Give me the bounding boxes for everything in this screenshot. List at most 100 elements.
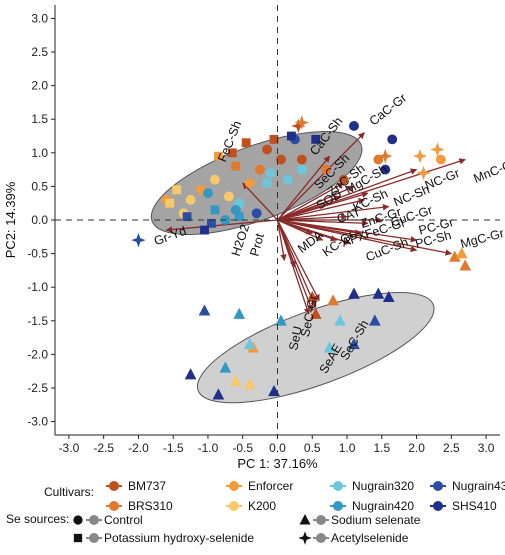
x-tick-label: 0.0 — [269, 441, 286, 455]
x-tick-label: 2.0 — [408, 441, 425, 455]
data-point — [209, 174, 220, 185]
y-axis-label: PC2: 14.39% — [3, 181, 18, 258]
loading-vector — [276, 219, 317, 308]
data-points — [131, 115, 472, 400]
loading-vector — [277, 219, 369, 227]
loading-vector — [276, 219, 314, 312]
data-point — [435, 154, 446, 165]
data-point — [276, 154, 286, 165]
data-point — [172, 185, 182, 195]
data-point — [380, 164, 391, 175]
loading-vectors — [165, 132, 466, 315]
data-point — [231, 161, 241, 171]
legend-cultivars-title: Cultivars: — [44, 485, 94, 499]
x-tick-label: -0.5 — [232, 441, 253, 455]
data-point — [244, 178, 255, 188]
data-point-shape — [412, 148, 428, 164]
x-tick-label: -3.0 — [59, 441, 80, 455]
data-point — [262, 144, 273, 155]
legend: Cultivars: Se sources: BM737 BRS310 Enforc… — [6, 479, 505, 545]
loading-vector — [276, 155, 331, 221]
data-point — [296, 164, 307, 175]
data-point — [334, 314, 346, 326]
legend-source-label: Acetylselenide — [331, 531, 409, 545]
legend-source-shape — [73, 515, 83, 525]
y-tick-label: 1.0 — [31, 146, 48, 160]
data-point — [234, 212, 244, 222]
data-point — [416, 165, 431, 181]
data-point — [459, 259, 472, 271]
data-point — [241, 138, 251, 148]
loading-vector — [277, 219, 418, 243]
x-tick-label: 1.0 — [339, 441, 356, 455]
x-tick-label: -2.0 — [128, 441, 149, 455]
data-point — [286, 131, 296, 141]
data-point — [265, 168, 276, 178]
legend-cultivar-swatch — [333, 481, 343, 491]
legend-cultivar-label: Nugrain420 — [352, 499, 414, 513]
data-point — [207, 218, 216, 228]
data-point — [309, 307, 322, 319]
legend-source-label: Potassium hydroxy-selenide — [104, 531, 254, 545]
legend-cultivar-label: K200 — [248, 499, 276, 513]
x-tick-label: 0.5 — [304, 441, 321, 455]
x-tick-label: 3.0 — [478, 441, 495, 455]
data-point — [200, 225, 209, 235]
data-point — [210, 205, 220, 215]
axes: -3.0 -2.5 -2.0 -1.5 -1.0 -0.5 0.0 0.5 1.0 1.5 2.0 2… — [27, 5, 500, 455]
data-point — [251, 208, 262, 219]
data-point — [369, 314, 381, 326]
legend-cultivar-label: BM737 — [128, 479, 166, 493]
x-tick-label: -1.5 — [163, 441, 184, 455]
y-tick-label: -1.0 — [27, 280, 48, 294]
data-point — [448, 250, 461, 262]
data-point — [378, 148, 393, 164]
data-point — [212, 388, 225, 400]
legend-source-swatch — [316, 515, 326, 525]
data-point — [131, 232, 146, 248]
loading-vector — [277, 132, 365, 221]
data-point — [282, 174, 293, 185]
loading-vector — [277, 168, 418, 221]
legend-cultivar-label: BRS310 — [128, 499, 173, 513]
data-point — [165, 198, 175, 208]
legend-source-label: Sodium selenate — [331, 513, 421, 527]
data-point — [262, 178, 272, 188]
data-point — [348, 287, 360, 299]
legend-cultivar-label: SHS410 — [452, 499, 497, 513]
loading-vector — [276, 219, 287, 261]
loading-label: SeU — [286, 325, 305, 352]
data-point — [348, 337, 360, 350]
x-tick-label: -2.5 — [93, 441, 114, 455]
x-axis-label: PC 1: 37.16% — [237, 456, 318, 471]
data-point — [255, 164, 266, 175]
loading-vector — [277, 185, 355, 221]
legend-source-shape — [73, 533, 83, 543]
loading-vector — [277, 197, 366, 221]
y-tick-label: 2.0 — [31, 79, 48, 93]
data-point — [372, 287, 385, 299]
data-point — [387, 134, 398, 145]
y-tick-label: -2.5 — [27, 381, 48, 395]
legend-cultivar-swatch — [433, 481, 443, 491]
data-point — [455, 247, 468, 259]
data-point — [382, 290, 395, 303]
y-tick-label: -1.5 — [27, 314, 48, 328]
data-point — [185, 194, 196, 205]
y-tick-label: 0.5 — [31, 179, 48, 193]
y-tick-label: -0.5 — [27, 247, 48, 261]
legend-cultivar-label: Nugrain320 — [352, 479, 414, 493]
data-point — [294, 115, 310, 130]
data-point — [338, 174, 349, 185]
y-tick-label: 2.5 — [31, 45, 48, 59]
data-point — [213, 151, 223, 161]
y-tick-label: 3.0 — [31, 11, 48, 25]
data-point — [203, 188, 213, 199]
confidence-ellipse-1 — [150, 131, 363, 236]
y-tick-label: -3.0 — [27, 415, 48, 429]
data-point — [219, 361, 232, 373]
legend-source-label: Control — [104, 513, 143, 527]
